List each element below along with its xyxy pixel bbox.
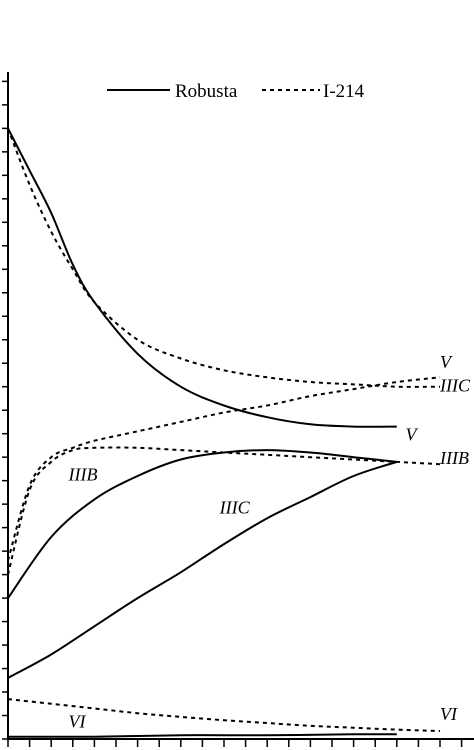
axis-ticks: [2, 80, 463, 747]
series-line-robusta-iiic: [7, 460, 398, 679]
curve-label-iiib: IIIB: [67, 465, 97, 485]
curve-label-v: V: [405, 425, 418, 445]
legend: Robusta I-214: [107, 81, 365, 102]
curve-label-vi: VI: [68, 711, 86, 731]
series-group: [7, 127, 441, 738]
axes: [7, 72, 474, 740]
curve-label-iiic: IIIC: [219, 498, 251, 518]
series-line-robusta-iiib: [7, 449, 397, 599]
series-line-i-214-iiic: [7, 376, 441, 561]
curve-label-vi: VI: [440, 704, 458, 724]
curve-label-v: V: [440, 352, 453, 372]
legend-label-i-214: I-214: [323, 81, 365, 102]
curve-label-iiic: IIIC: [439, 375, 471, 395]
series-line-robusta-v: [7, 127, 397, 428]
series-line-i-214-vi: [7, 698, 441, 732]
series-line-i-214-iiib: [7, 446, 441, 575]
curve-labels: V V IIIC IIIB IIIB IIIC VI VI: [67, 352, 471, 731]
legend-label-robusta: Robusta: [175, 81, 238, 102]
curve-label-iiib: IIIB: [439, 448, 469, 468]
series-line-robusta-vi: [7, 733, 397, 738]
series-line-i-214-v: [7, 128, 441, 388]
